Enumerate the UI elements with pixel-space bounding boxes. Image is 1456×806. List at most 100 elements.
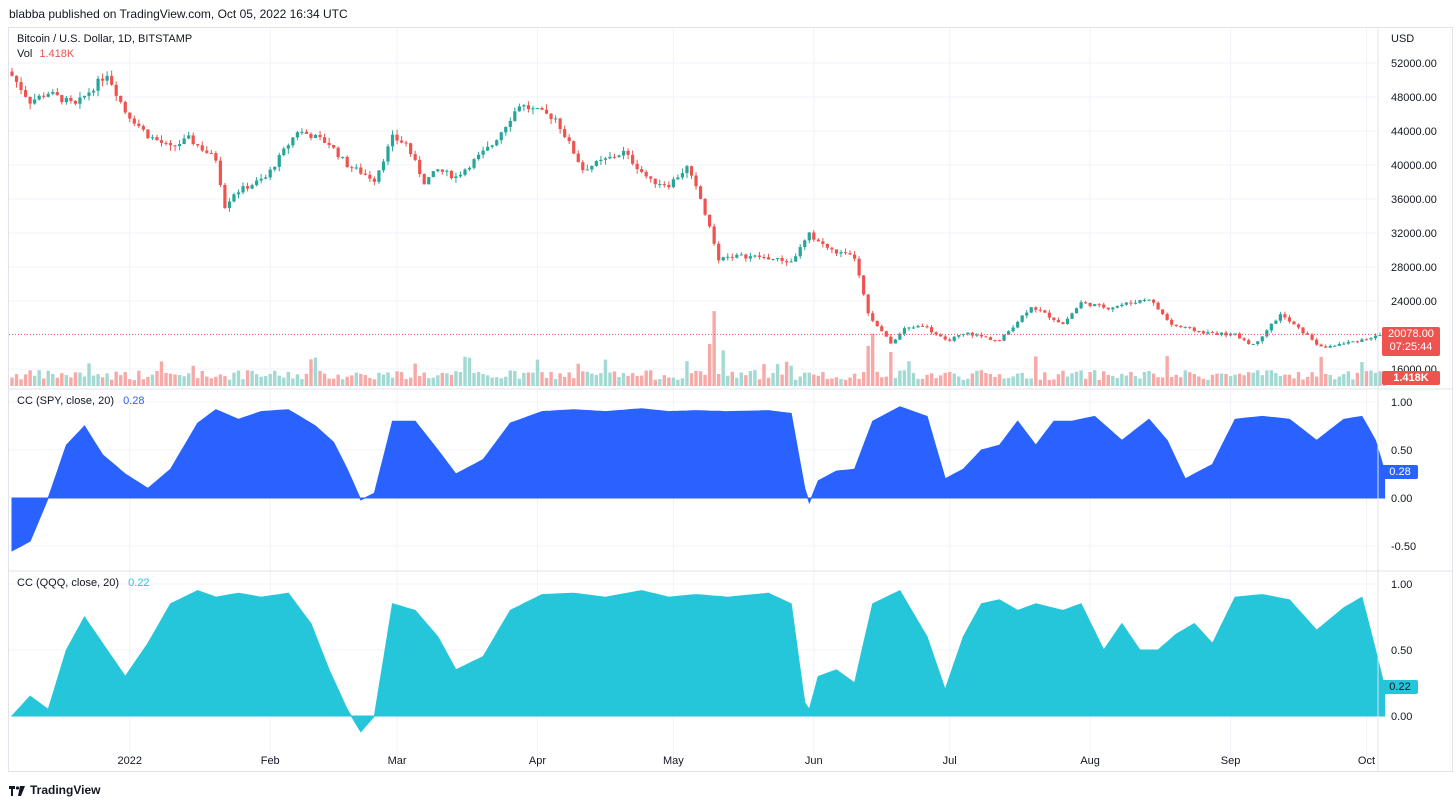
candle-body <box>168 142 173 146</box>
candle-body <box>486 146 490 151</box>
candle-body <box>1188 326 1192 328</box>
volume-bar <box>594 374 599 386</box>
candle-body <box>988 337 993 340</box>
spy-correlation-area <box>11 406 1386 552</box>
volume-bar <box>359 373 363 386</box>
volume-bar <box>1124 375 1129 386</box>
candle-body <box>1378 335 1382 337</box>
candle-body <box>60 95 64 103</box>
candle-body <box>1247 340 1251 345</box>
volume-bar <box>408 377 413 386</box>
volume-bar <box>513 370 517 386</box>
volume-bar <box>1246 372 1251 386</box>
candle-body <box>1287 317 1292 322</box>
volume-bar <box>716 373 721 386</box>
candle-body <box>322 137 327 143</box>
volume-bar <box>880 377 884 386</box>
volume-bar <box>318 370 322 386</box>
candle-body <box>458 174 463 177</box>
volume-bar <box>1043 372 1047 386</box>
chart-frame[interactable] <box>8 27 1453 772</box>
volume-bar <box>793 379 798 386</box>
candle-body <box>594 160 598 166</box>
volume-bar <box>1206 379 1210 386</box>
candle-body <box>1215 332 1219 335</box>
volume-bar <box>1324 373 1328 386</box>
volume-bar <box>1305 376 1310 386</box>
volume-bar <box>10 377 14 386</box>
candle-body <box>698 186 703 199</box>
candle-body <box>1315 339 1319 345</box>
volume-bar <box>911 373 916 386</box>
candle-body <box>1233 333 1237 335</box>
candle-body <box>1016 321 1020 328</box>
volume-bar <box>300 379 304 386</box>
volume-bar <box>825 378 830 386</box>
volume-bar <box>1201 378 1206 386</box>
x-tick-label: Jul <box>943 755 957 767</box>
volume-bar <box>245 370 250 386</box>
x-tick-label: Sep <box>1221 755 1241 767</box>
candle-body <box>807 232 811 241</box>
volume-bar <box>227 379 232 386</box>
volume-bar <box>241 379 245 386</box>
candle-body <box>1052 317 1056 320</box>
candle-body <box>517 106 521 112</box>
candle-body <box>866 294 870 314</box>
candle-body <box>318 134 322 138</box>
volume-bar <box>363 375 368 386</box>
candle-body <box>1346 341 1350 344</box>
volume-bar <box>671 377 676 386</box>
volume-bar <box>368 377 372 386</box>
candle-body <box>19 82 23 91</box>
candle-body <box>1269 323 1273 331</box>
qqq-legend: CC (QQQ, close, 20) 0.22 <box>17 577 150 589</box>
volume-bar <box>1129 371 1133 386</box>
price-tick-label: 48000.00 <box>1391 92 1437 104</box>
x-tick-label: Apr <box>529 755 546 767</box>
volume-bar <box>218 374 223 386</box>
volume-bar <box>1088 372 1092 386</box>
volume-bar <box>114 371 118 386</box>
candle-body <box>979 334 984 337</box>
candle-body <box>1333 345 1337 347</box>
candle-body <box>1364 339 1369 341</box>
candle-body <box>1061 322 1065 324</box>
volume-bar <box>273 370 277 386</box>
candle-body <box>739 254 743 256</box>
candle-body <box>1120 304 1124 307</box>
candle-body <box>418 159 422 174</box>
tradingview-logo-icon <box>9 785 25 796</box>
volume-bar <box>164 372 168 386</box>
candle-body <box>1124 302 1128 305</box>
volume-bar <box>168 373 173 386</box>
volume-bar <box>340 379 345 386</box>
footer-brand[interactable]: TradingView <box>9 783 100 797</box>
candle-body <box>187 135 191 139</box>
candle-body <box>1007 331 1011 335</box>
candle-body <box>155 137 159 141</box>
candle-body <box>1020 315 1024 322</box>
volume-bar <box>200 370 204 386</box>
candle-body <box>1355 341 1360 343</box>
candle-body <box>232 194 236 202</box>
volume-bar <box>748 371 753 386</box>
volume-bar <box>286 371 291 386</box>
x-tick-label: Aug <box>1080 755 1100 767</box>
volume-bar <box>1070 373 1074 386</box>
candle-body <box>454 176 458 179</box>
last-price-value: 20078.00 <box>1388 328 1434 340</box>
candle-body <box>1133 302 1138 304</box>
indicator-tick-label: 0.50 <box>1391 445 1412 457</box>
candle-body <box>612 156 617 158</box>
candle-body <box>1002 334 1006 341</box>
volume-bar <box>957 376 961 386</box>
volume-bar <box>1301 379 1305 386</box>
candle-body <box>472 159 476 168</box>
volume-bar <box>454 371 458 386</box>
volume-bar <box>236 370 241 386</box>
volume-bar <box>1020 372 1024 386</box>
price-tick-label: 24000.00 <box>1391 296 1437 308</box>
candle-body <box>1238 333 1242 339</box>
